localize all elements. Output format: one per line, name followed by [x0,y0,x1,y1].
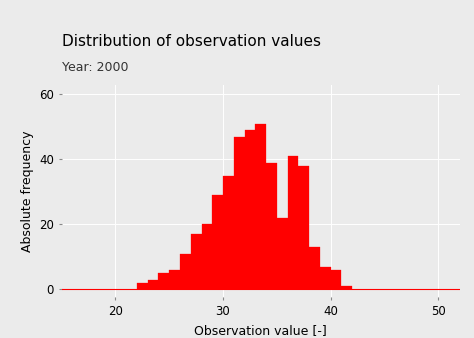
Bar [331,270,341,289]
Bar [223,175,234,289]
Bar [180,254,191,289]
X-axis label: Observation value [-]: Observation value [-] [194,323,327,337]
Bar [137,283,148,289]
Bar [341,286,352,289]
Bar [148,280,158,289]
Bar [212,195,223,289]
Text: Distribution of observation values: Distribution of observation values [62,33,320,49]
Bar [288,156,298,289]
Bar [320,267,331,289]
Bar [309,247,320,289]
Bar [169,270,180,289]
Text: Year: 2000: Year: 2000 [62,62,128,74]
Bar [191,234,201,289]
Y-axis label: Absolute frequency: Absolute frequency [20,130,34,252]
Bar [201,224,212,289]
Bar [245,130,255,289]
Bar [255,123,266,289]
Bar [266,163,277,289]
Bar [158,273,169,289]
Bar [234,137,245,289]
Bar [298,166,309,289]
Bar [277,218,288,289]
